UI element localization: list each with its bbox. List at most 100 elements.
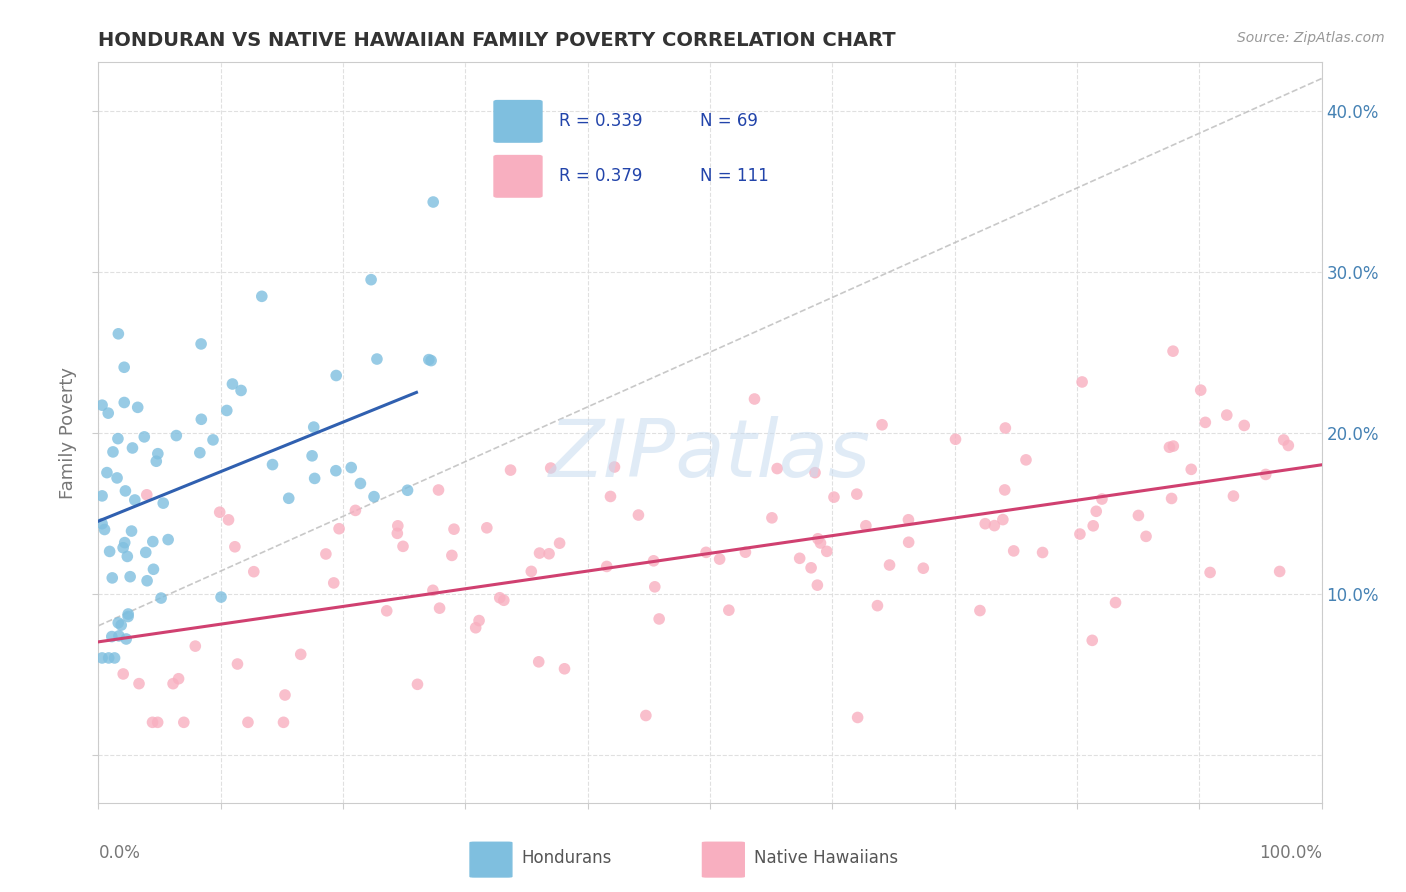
Point (96, 466, 118, 480)
Point (1194, 416, 1216, 430)
Point (1104, 596, 1126, 610)
Point (994, 483, 1017, 497)
Point (135, 545, 157, 559)
Point (643, 554, 665, 568)
Point (325, 464, 347, 478)
Point (340, 460, 363, 475)
Point (734, 545, 756, 559)
Point (226, 657, 249, 671)
Point (1015, 453, 1038, 467)
Point (93, 523, 115, 537)
Point (120, 570, 142, 584)
Point (870, 417, 893, 432)
Point (823, 490, 845, 504)
Point (101, 445, 124, 459)
Point (97, 651, 120, 665)
Point (1085, 504, 1108, 518)
Point (91, 651, 114, 665)
Point (101, 571, 124, 585)
Point (897, 535, 920, 549)
Point (648, 612, 671, 626)
Point (422, 583, 444, 598)
Point (806, 578, 828, 592)
Point (443, 522, 465, 536)
Point (208, 505, 231, 519)
Point (141, 715, 163, 730)
Point (475, 521, 498, 535)
Point (815, 544, 838, 558)
Point (1128, 508, 1150, 523)
Point (866, 599, 889, 613)
Point (392, 539, 415, 553)
Point (349, 476, 371, 491)
Point (520, 565, 543, 579)
Point (1163, 439, 1185, 453)
Point (360, 273, 382, 287)
Point (142, 562, 165, 576)
Point (325, 368, 347, 383)
Point (236, 715, 259, 730)
Point (112, 395, 135, 409)
Text: 100.0%: 100.0% (1258, 844, 1322, 862)
Point (945, 432, 967, 446)
Point (110, 618, 132, 632)
Point (1272, 433, 1295, 447)
Point (1083, 518, 1105, 533)
Point (422, 194, 444, 209)
Point (97, 406, 120, 420)
Point (218, 513, 240, 527)
Point (128, 676, 150, 690)
Point (209, 590, 232, 604)
Point (1002, 544, 1025, 558)
Point (107, 615, 129, 630)
Point (190, 337, 212, 351)
Point (1254, 467, 1277, 482)
Point (243, 565, 266, 579)
Point (117, 609, 139, 624)
Point (1161, 344, 1184, 359)
Point (800, 561, 823, 575)
Point (229, 384, 252, 398)
Point (420, 353, 443, 368)
Point (363, 490, 385, 504)
Point (492, 593, 515, 607)
Point (188, 446, 211, 460)
Point (301, 449, 323, 463)
Point (273, 715, 295, 730)
Point (112, 360, 135, 375)
Point (91, 516, 114, 531)
Point (634, 708, 657, 723)
Point (107, 432, 129, 446)
Point (845, 487, 868, 501)
Point (596, 559, 619, 574)
Point (302, 420, 325, 434)
Point (375, 604, 398, 618)
Text: HONDURAN VS NATIVE HAWAIIAN FAMILY POVERTY CORRELATION CHART: HONDURAN VS NATIVE HAWAIIAN FAMILY POVER… (98, 30, 896, 50)
Point (1268, 565, 1291, 579)
Point (761, 511, 783, 525)
Point (215, 403, 238, 417)
Point (846, 710, 869, 724)
Point (468, 614, 491, 628)
Point (429, 601, 451, 615)
Point (190, 412, 212, 426)
Point (224, 540, 246, 554)
Point (406, 677, 429, 691)
Point (603, 460, 626, 475)
Point (1135, 529, 1157, 543)
Point (1216, 408, 1239, 422)
Point (897, 513, 920, 527)
Point (150, 591, 173, 605)
Text: Source: ZipAtlas.com: Source: ZipAtlas.com (1237, 31, 1385, 45)
Point (134, 430, 156, 444)
Point (527, 655, 550, 669)
Point (274, 688, 297, 702)
Point (554, 662, 576, 676)
Point (114, 483, 136, 498)
Text: 0.0%: 0.0% (98, 844, 141, 862)
Point (107, 326, 129, 341)
Point (304, 471, 326, 485)
Point (146, 715, 169, 730)
Point (1277, 438, 1299, 452)
Point (127, 401, 149, 415)
